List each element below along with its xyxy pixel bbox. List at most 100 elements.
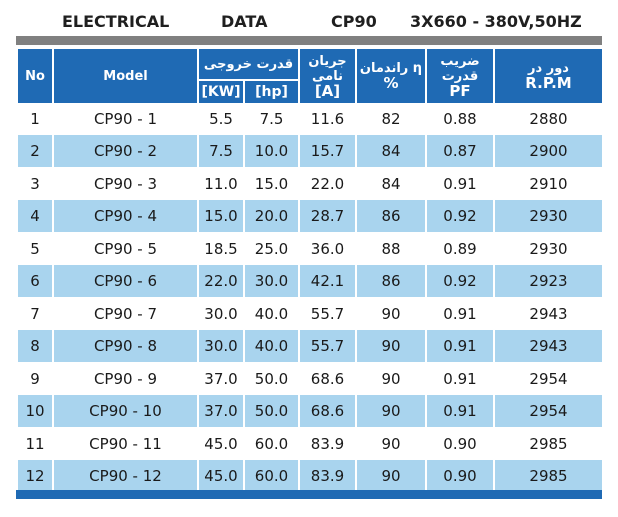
- cell-model: CP90 - 4: [52, 200, 199, 233]
- cell-amp: 22.0: [298, 167, 357, 200]
- title-model: CP90: [331, 12, 377, 31]
- table-body: 1 CP90 - 1 5.5 7.5 11.6 82 0.88 2880 2 CP90 - 2 7.…: [16, 103, 604, 493]
- cell-amp: 36.0: [298, 232, 357, 265]
- cell-hp: 40.0: [243, 330, 300, 363]
- cell-model: CP90 - 6: [52, 265, 199, 298]
- cell-model: CP90 - 10: [52, 395, 199, 428]
- top-divider: [16, 36, 602, 45]
- header-no: No: [16, 49, 54, 103]
- cell-kw: 45.0: [197, 427, 245, 460]
- cell-pf: 0.91: [425, 330, 495, 363]
- header-power-factor: ضریب قدرت PF: [425, 49, 495, 103]
- cell-hp: 30.0: [243, 265, 300, 298]
- table-row: 9 CP90 - 9 37.0 50.0 68.6 90 0.91 2954: [16, 362, 604, 395]
- title-data: DATA: [221, 12, 268, 31]
- table-row: 6 CP90 - 6 22.0 30.0 42.1 86 0.92 2923: [16, 265, 604, 298]
- cell-amp: 55.7: [298, 330, 357, 363]
- cell-no: 1: [16, 103, 54, 135]
- cell-eff: 84: [355, 135, 427, 168]
- cell-pf: 0.91: [425, 395, 495, 428]
- cell-rpm: 2900: [493, 135, 604, 168]
- header-efficiency: راندمان η %: [355, 49, 427, 103]
- table-row: 2 CP90 - 2 7.5 10.0 15.7 84 0.87 2900: [16, 135, 604, 168]
- header-power-fa: قدرت خروجی: [197, 49, 300, 81]
- cell-no: 9: [16, 362, 54, 395]
- cell-amp: 15.7: [298, 135, 357, 168]
- cell-eff: 82: [355, 103, 427, 135]
- cell-amp: 68.6: [298, 395, 357, 428]
- cell-model: CP90 - 2: [52, 135, 199, 168]
- header-pf: PF: [449, 81, 471, 100]
- table-row: 8 CP90 - 8 30.0 40.0 55.7 90 0.91 2943: [16, 330, 604, 363]
- cell-eff: 86: [355, 200, 427, 233]
- cell-no: 3: [16, 167, 54, 200]
- cell-eff: 90: [355, 395, 427, 428]
- cell-pf: 0.90: [425, 427, 495, 460]
- cell-no: 10: [16, 395, 54, 428]
- cell-kw: 18.5: [197, 232, 245, 265]
- table-row: 12 CP90 - 12 45.0 60.0 83.9 90 0.90 2985: [16, 460, 604, 493]
- cell-rpm: 2943: [493, 330, 604, 363]
- cell-hp: 20.0: [243, 200, 300, 233]
- cell-hp: 10.0: [243, 135, 300, 168]
- cell-rpm: 2985: [493, 427, 604, 460]
- cell-pf: 0.87: [425, 135, 495, 168]
- cell-no: 12: [16, 460, 54, 493]
- cell-kw: 15.0: [197, 200, 245, 233]
- cell-pf: 0.91: [425, 167, 495, 200]
- title-electrical: ELECTRICAL: [62, 12, 170, 31]
- cell-kw: 11.0: [197, 167, 245, 200]
- cell-hp: 7.5: [243, 103, 300, 135]
- cell-hp: 15.0: [243, 167, 300, 200]
- cell-kw: 37.0: [197, 362, 245, 395]
- cell-eff: 90: [355, 362, 427, 395]
- cell-model: CP90 - 8: [52, 330, 199, 363]
- title-bar: ELECTRICAL DATA CP90 3X660 - 380V,50HZ: [16, 8, 602, 34]
- cell-no: 6: [16, 265, 54, 298]
- cell-amp: 83.9: [298, 427, 357, 460]
- cell-rpm: 2930: [493, 200, 604, 233]
- header-rpm: R.P.M: [525, 74, 572, 92]
- cell-model: CP90 - 9: [52, 362, 199, 395]
- cell-pf: 0.92: [425, 200, 495, 233]
- cell-rpm: 2930: [493, 232, 604, 265]
- cell-eff: 84: [355, 167, 427, 200]
- cell-amp: 83.9: [298, 460, 357, 493]
- cell-no: 2: [16, 135, 54, 168]
- cell-no: 11: [16, 427, 54, 460]
- title-voltage: 3X660 - 380V,50HZ: [410, 12, 582, 31]
- cell-model: CP90 - 5: [52, 232, 199, 265]
- cell-hp: 50.0: [243, 362, 300, 395]
- cell-no: 8: [16, 330, 54, 363]
- header-model: Model: [52, 49, 199, 103]
- table-row: 4 CP90 - 4 15.0 20.0 28.7 86 0.92 2930: [16, 200, 604, 233]
- header-current: جریان نامی [A]: [298, 49, 357, 103]
- cell-eff: 90: [355, 297, 427, 330]
- cell-no: 7: [16, 297, 54, 330]
- cell-rpm: 2954: [493, 395, 604, 428]
- cell-amp: 11.6: [298, 103, 357, 135]
- cell-eff: 90: [355, 460, 427, 493]
- cell-model: CP90 - 11: [52, 427, 199, 460]
- cell-hp: 25.0: [243, 232, 300, 265]
- header-rpm-fa: دور در: [528, 61, 569, 76]
- cell-rpm: 2880: [493, 103, 604, 135]
- cell-amp: 42.1: [298, 265, 357, 298]
- table-row: 11 CP90 - 11 45.0 60.0 83.9 90 0.90 2985: [16, 427, 604, 460]
- cell-no: 4: [16, 200, 54, 233]
- cell-pf: 0.90: [425, 460, 495, 493]
- cell-hp: 60.0: [243, 427, 300, 460]
- electrical-data-table: No Model قدرت خروجی جریان نامی [A] راندم…: [16, 49, 604, 493]
- header-current-fa: جریان نامی: [308, 53, 347, 84]
- cell-pf: 0.92: [425, 265, 495, 298]
- cell-rpm: 2923: [493, 265, 604, 298]
- cell-rpm: 2985: [493, 460, 604, 493]
- cell-kw: 5.5: [197, 103, 245, 135]
- header-pf-fa: ضریب قدرت: [440, 53, 480, 84]
- cell-eff: 88: [355, 232, 427, 265]
- cell-eff: 90: [355, 427, 427, 460]
- cell-model: CP90 - 12: [52, 460, 199, 493]
- cell-hp: 40.0: [243, 297, 300, 330]
- bottom-divider: [16, 490, 602, 499]
- cell-model: CP90 - 3: [52, 167, 199, 200]
